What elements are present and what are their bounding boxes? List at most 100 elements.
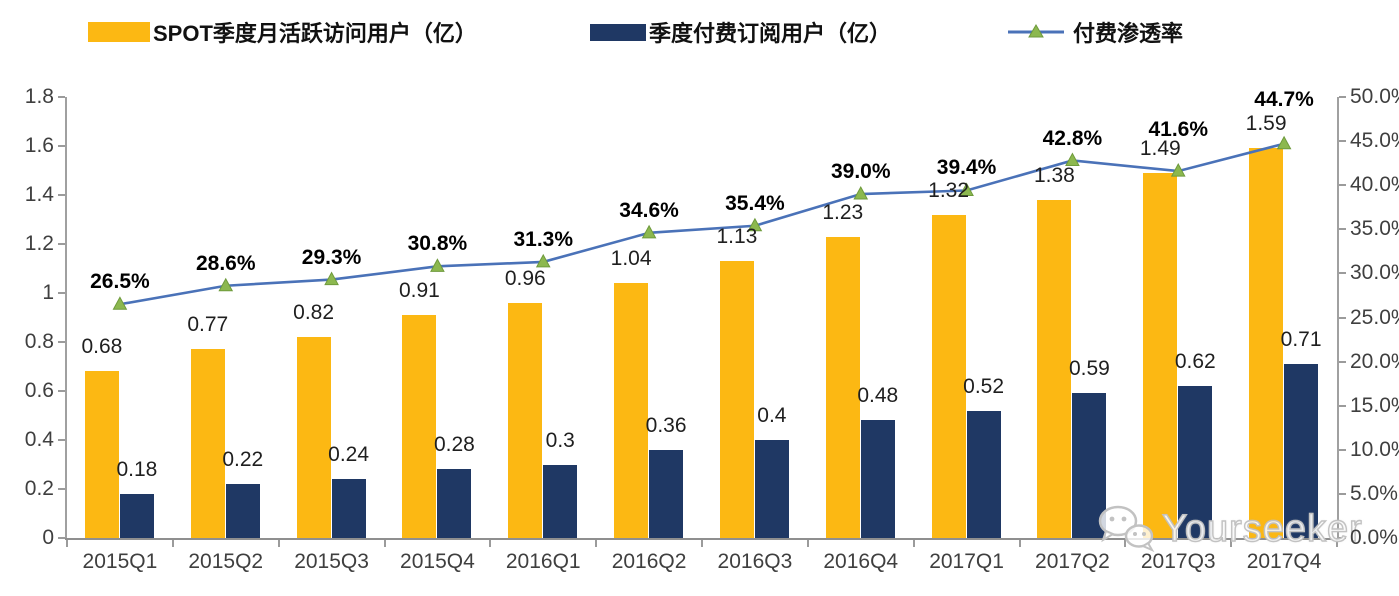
x-axis-tick [1230,540,1233,547]
y-axis-right-tick [1339,537,1346,539]
x-axis-tick [489,540,492,547]
x-axis-category-label: 2016Q4 [823,550,899,573]
bar-mau-value-label: 0.96 [504,266,546,290]
bar-subs [860,420,895,538]
x-axis-category-label: 2015Q3 [294,550,369,573]
x-axis-tick [595,540,598,547]
bar-mau-value-label: 0.82 [293,301,335,325]
bar-subs-value-label: 0.22 [222,448,264,472]
penetration-point-marker [853,185,869,200]
y-axis-left-tick-label: 1.4 [24,183,54,206]
x-axis-tick [383,540,386,547]
bar-mau [84,371,119,538]
x-axis-tick [1336,540,1338,547]
y-axis-left-tick-label: 0.8 [24,330,54,353]
x-axis-tick [66,540,68,547]
y-axis-right-tick-label: 35.0% [1350,217,1399,241]
y-axis-left-tick-label: 0.4 [24,428,54,451]
bar-subs [1284,364,1319,538]
y-axis-left-tick-label: 0.6 [24,379,54,402]
y-axis-left-tick-label: 1.6 [24,134,54,157]
y-axis-right-tick-label: 0.0% [1350,526,1398,549]
x-axis-category-label: 2016Q1 [505,550,581,573]
y-axis-right-tick-label: 5.0% [1350,481,1398,505]
bar-subs [437,469,472,538]
y-axis-right-tick [1339,404,1346,407]
y-axis-right-tick [1339,96,1346,98]
x-axis-tick [171,540,174,547]
x-axis-category-label: 2015Q2 [188,550,264,573]
y-axis-left-tick [58,194,65,196]
penetration-value-label: 41.6% [1148,118,1209,142]
bar-subs [225,484,260,538]
bar-mau [719,261,754,538]
y-axis-right-tick-label: 20.0% [1350,349,1399,373]
y-axis-right-tick-label: 45.0% [1350,129,1399,153]
penetration-point-marker [1276,135,1292,150]
bar-subs-value-label: 0.28 [433,433,475,457]
bar-subs [1072,393,1107,538]
bar-subs-value-label: 0.3 [545,428,575,452]
y-axis-right-tick [1339,272,1346,275]
watermark-text: Yourseeker [1161,507,1363,550]
penetration-legend-label: 付费渗透率 [1073,21,1184,46]
x-axis [65,538,1339,540]
legend-item-mau: SPOT季度月活跃访问用户（亿） [88,18,477,46]
penetration-value-label: 35.4% [725,191,785,215]
y-axis-left-tick [58,145,65,147]
bar-mau [508,302,543,538]
y-axis-left-tick [58,488,65,490]
mau-legend-label: SPOT季度月活跃访问用户（亿） [153,21,477,46]
x-axis-tick [701,540,703,547]
bar-subs [331,479,366,538]
penetration-value-label: 44.7% [1254,87,1314,111]
bar-subs [649,449,684,538]
mau-legend-swatch [88,22,150,42]
bar-mau [402,315,437,538]
bar-subs [119,493,154,538]
y-axis-left-tick-label: 0.2 [24,477,54,500]
penetration-legend-marker [1008,22,1064,42]
bar-mau-value-label: 0.77 [187,313,229,337]
bar-subs-value-label: 0.24 [328,443,370,467]
penetration-point-marker [430,258,445,272]
bar-mau [190,349,225,538]
bar-subs [966,410,1001,538]
bar-subs-value-label: 0.59 [1068,357,1110,381]
y-axis-left-tick [58,390,65,392]
y-axis-right-tick [1339,140,1346,143]
wechat-icon [1098,505,1155,553]
legend-item-penetration: 付费渗透率 [1008,18,1183,46]
bar-subs-value-label: 0.62 [1174,350,1216,374]
penetration-value-label: 31.3% [513,227,574,251]
y-axis-right-tick [1339,448,1346,451]
penetration-point-marker [641,224,657,239]
x-axis-tick [806,540,809,547]
y-axis-left-tick-label: 1 [42,281,54,304]
bar-mau-value-label: 0.91 [398,279,440,303]
bar-mau-value-label: 0.68 [81,335,123,359]
bar-subs-value-label: 0.71 [1280,328,1322,352]
y-axis-right-tick-label: 30.0% [1350,261,1399,285]
y-axis-left-tick [58,292,65,294]
bar-subs-value-label: 0.48 [857,384,899,408]
bar-subs-value-label: 0.18 [116,457,158,481]
y-axis-left-tick [58,439,65,441]
x-axis-category-label: 2017Q1 [929,550,1004,573]
x-axis-tick [912,540,915,547]
y-axis-right-tick-label: 50.0% [1350,85,1399,108]
x-axis-category-label: 2017Q3 [1140,550,1216,573]
penetration-value-label: 39.4% [936,156,997,180]
y-axis-right-tick [1339,316,1346,319]
bar-subs-value-label: 0.36 [645,413,687,437]
x-axis-category-label: 2017Q2 [1035,550,1110,573]
subs-legend-swatch [590,23,646,41]
y-axis-left-tick-label: 1.2 [24,232,54,255]
penetration-point-marker [218,277,234,292]
legend-item-subs: 季度付费订阅用户（亿） [590,18,891,46]
y-axis-left-tick [58,243,65,245]
y-axis-right-tick-label: 10.0% [1350,437,1399,461]
bar-subs [543,464,578,538]
watermark: Yourseeker [1096,504,1363,554]
y-axis-left-tick [58,341,65,343]
